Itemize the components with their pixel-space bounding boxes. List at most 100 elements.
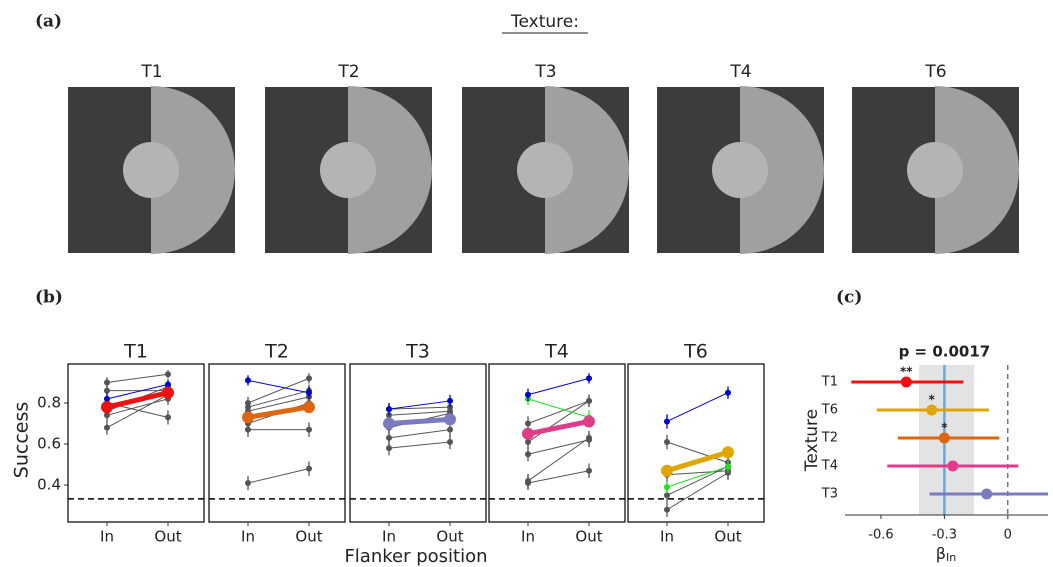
significance: ** xyxy=(900,365,913,379)
series-line xyxy=(667,393,728,422)
series-line xyxy=(389,442,450,448)
series-line xyxy=(528,421,589,433)
point xyxy=(525,392,531,398)
facet-title: T3 xyxy=(405,341,430,363)
point xyxy=(386,435,392,441)
series-line xyxy=(528,440,589,454)
texture-center-disc xyxy=(907,142,963,198)
y-tick-label: T3 xyxy=(821,487,838,502)
point xyxy=(525,439,531,445)
point xyxy=(306,466,312,472)
facet-title: T2 xyxy=(264,341,289,363)
x-tick-label: In xyxy=(241,528,255,546)
x-tick-label: In xyxy=(521,528,535,546)
significance: * xyxy=(941,421,948,435)
texture-heading: Texture: xyxy=(510,12,579,32)
texture-title: T1 xyxy=(140,62,162,82)
y-tick-label: T4 xyxy=(821,459,838,474)
significance: * xyxy=(929,393,936,407)
facet-title: T6 xyxy=(683,341,708,363)
point xyxy=(104,412,110,418)
x-axis-label-main: β xyxy=(936,544,946,563)
facet-title: T4 xyxy=(544,341,569,363)
point xyxy=(725,390,731,396)
series-line xyxy=(528,401,589,424)
x-tick-label: -0.3 xyxy=(932,528,957,543)
facet-title: T1 xyxy=(123,341,148,363)
point xyxy=(306,427,312,433)
x-tick-label: In xyxy=(660,528,674,546)
point xyxy=(664,507,670,513)
texture-center-disc xyxy=(517,142,573,198)
x-tick-label: -0.6 xyxy=(868,528,893,543)
annotation: p = 0.0017 xyxy=(899,343,991,361)
series-line xyxy=(528,471,589,483)
point xyxy=(386,445,392,451)
x-tick-label: Out xyxy=(295,528,322,546)
point xyxy=(101,401,113,413)
point xyxy=(664,484,670,490)
x-tick-label: Out xyxy=(575,528,602,546)
point xyxy=(245,480,251,486)
figure: (a) (b) (c) Texture: T1 T2 T3 T4 T6 Success Fl… xyxy=(0,0,1053,567)
texture-title: T2 xyxy=(337,62,359,82)
point xyxy=(386,406,392,412)
point xyxy=(444,413,456,425)
point xyxy=(162,387,174,399)
y-tick-label: T1 xyxy=(821,375,838,390)
series-line xyxy=(389,419,450,423)
point xyxy=(242,411,254,423)
point xyxy=(586,375,592,381)
point xyxy=(447,398,453,404)
series-line xyxy=(667,452,728,470)
series-line xyxy=(248,469,309,483)
point xyxy=(447,427,453,433)
x-tick-label: In xyxy=(100,528,114,546)
point xyxy=(664,418,670,424)
point xyxy=(303,401,315,413)
texture-title: T4 xyxy=(729,62,751,82)
point xyxy=(583,415,595,427)
point xyxy=(165,382,171,388)
series-line xyxy=(528,399,589,417)
point xyxy=(104,396,110,402)
texture-title: T6 xyxy=(924,62,946,82)
x-axis-label-sub: In xyxy=(946,551,956,564)
series-line xyxy=(389,411,450,415)
panel-label: (c) xyxy=(836,288,862,308)
point xyxy=(447,439,453,445)
point xyxy=(165,414,171,420)
point xyxy=(664,439,670,445)
texture-center-disc xyxy=(320,142,376,198)
point xyxy=(586,398,592,404)
point xyxy=(306,375,312,381)
point xyxy=(525,451,531,457)
x-axis-label: Flanker position xyxy=(344,546,487,567)
point xyxy=(725,464,731,470)
point xyxy=(522,428,534,440)
estimate xyxy=(947,461,958,472)
y-axis-label: Success xyxy=(11,402,33,478)
y-tick-label: 0.8 xyxy=(37,393,61,411)
x-tick-label: Out xyxy=(154,528,181,546)
series-line xyxy=(667,471,728,475)
series-line xyxy=(528,378,589,394)
point xyxy=(104,425,110,431)
y-axis-label: Texture xyxy=(802,409,822,472)
panel-label: (a) xyxy=(35,12,62,32)
point xyxy=(525,478,531,484)
panel-label: (b) xyxy=(35,288,63,308)
estimate xyxy=(981,489,992,500)
series-line xyxy=(389,430,450,438)
texture-title: T3 xyxy=(534,62,556,82)
point xyxy=(586,468,592,474)
series-line xyxy=(528,438,589,481)
point xyxy=(245,377,251,383)
y-tick-label: T2 xyxy=(821,431,838,446)
point xyxy=(722,446,734,458)
series-line xyxy=(107,374,168,382)
texture-center-disc xyxy=(712,142,768,198)
x-tick-label: In xyxy=(382,528,396,546)
point xyxy=(661,465,673,477)
x-tick-label: 0 xyxy=(1004,528,1012,543)
